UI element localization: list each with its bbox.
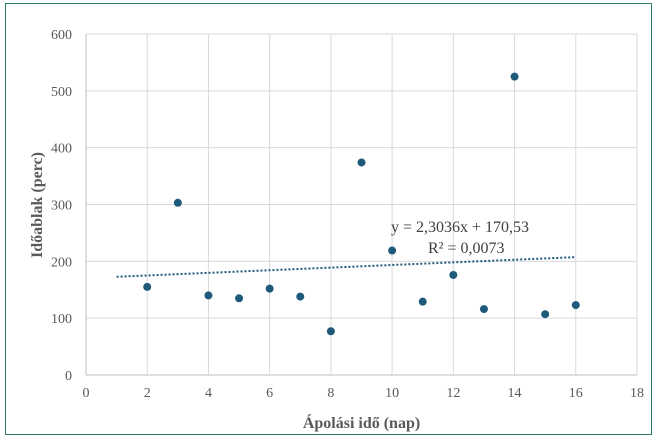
chart-frame <box>5 3 652 435</box>
data-point <box>479 305 488 314</box>
y-tick-label: 0 <box>65 369 72 384</box>
data-point <box>449 270 458 279</box>
x-tick-label: 10 <box>385 386 399 401</box>
axes <box>85 34 637 376</box>
y-tick-label: 300 <box>51 199 72 214</box>
y-tick-label: 500 <box>51 85 72 100</box>
trendline-equation: y = 2,3036x + 170,53 <box>391 219 529 236</box>
trendline-r-squared: R² = 0,0073 <box>428 240 505 257</box>
x-tick-label: 8 <box>327 386 334 401</box>
x-tick-labels: 0 2 4 6 8 10 12 14 16 18 <box>83 386 645 401</box>
x-tick-label: 16 <box>569 386 583 401</box>
data-point <box>296 292 305 301</box>
data-point <box>326 327 335 336</box>
data-points <box>143 72 580 336</box>
grid-lines <box>86 33 638 375</box>
data-point <box>388 246 397 255</box>
y-tick-label: 600 <box>51 28 72 43</box>
x-tick-label: 2 <box>144 386 151 401</box>
y-tick-labels: 0 100 200 300 400 500 600 <box>51 28 72 384</box>
data-point <box>418 297 427 306</box>
data-point <box>541 310 550 319</box>
trendline <box>116 256 576 278</box>
y-axis-title: Időablak (perc) <box>29 152 46 258</box>
x-tick-label: 6 <box>266 386 273 401</box>
y-tick-label: 200 <box>51 255 72 270</box>
y-tick-label: 400 <box>51 142 72 157</box>
data-point <box>265 284 274 293</box>
data-point <box>143 282 152 291</box>
x-tick-label: 4 <box>205 386 212 401</box>
data-point <box>510 72 519 81</box>
x-tick-label: 18 <box>630 386 644 401</box>
data-point <box>571 301 580 310</box>
x-tick-label: 12 <box>446 386 460 401</box>
data-point <box>235 294 244 303</box>
x-tick-label: 14 <box>508 386 522 401</box>
trendline-path <box>116 256 576 278</box>
data-point <box>173 198 182 207</box>
x-axis-title: Ápolási idő (nap) <box>303 413 420 432</box>
data-point <box>357 158 366 167</box>
x-tick-label: 0 <box>83 386 90 401</box>
data-point <box>204 291 213 300</box>
y-tick-label: 100 <box>51 312 72 327</box>
